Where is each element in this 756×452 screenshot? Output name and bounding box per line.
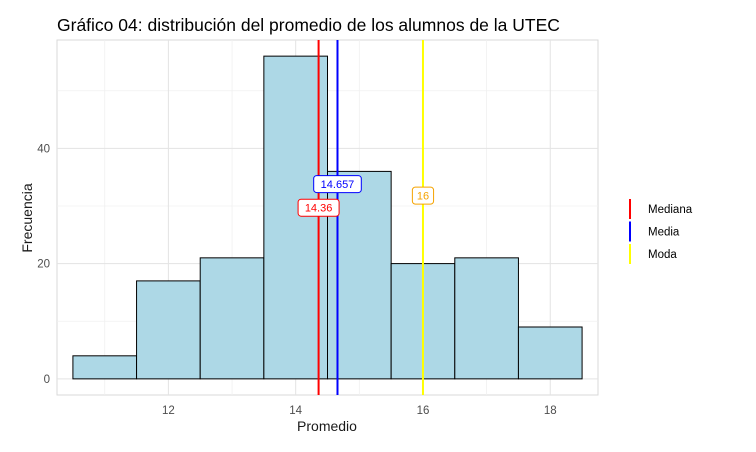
- reference-label-box: [297, 198, 340, 217]
- y-tick-label: 40: [37, 143, 50, 155]
- axis-ticks: 12 14 16 18 0 20 40: [37, 143, 556, 417]
- legend-label: Mediana: [648, 204, 693, 216]
- histogram-bar: [199, 257, 265, 380]
- histogram-bar: [136, 280, 201, 380]
- histogram-bar: [263, 55, 328, 380]
- histogram-bar: [517, 326, 583, 380]
- reference-label-box: [313, 175, 362, 194]
- panel-border: [56, 39, 599, 396]
- y-tick-label: 0: [44, 374, 50, 386]
- histogram-bars: [72, 55, 583, 380]
- legend-label: Media: [648, 227, 680, 239]
- reference-label-media: 14.657: [321, 179, 355, 191]
- reference-label-mediana: 14.36: [305, 203, 333, 215]
- reference-lines: [317, 40, 424, 395]
- reference-label-box: [411, 186, 435, 205]
- x-tick-label: 12: [162, 405, 175, 417]
- x-tick-label: 16: [417, 405, 430, 417]
- x-tick-label: 18: [544, 405, 557, 417]
- chart-title: Gráfico 04: distribución del promedio de…: [57, 15, 560, 35]
- legend-label: Moda: [648, 249, 677, 261]
- histogram-bar: [72, 355, 138, 380]
- y-axis-label: Frecuencia: [19, 183, 35, 252]
- legend: Mediana Media Moda: [629, 199, 693, 264]
- x-tick-label: 14: [289, 405, 302, 417]
- reference-label-moda: 16: [417, 191, 429, 203]
- reference-labels: 14.36 14.657 16: [297, 175, 435, 217]
- x-axis-label: Promedio: [297, 418, 357, 434]
- y-tick-label: 20: [37, 259, 50, 271]
- histogram-bar: [454, 257, 519, 380]
